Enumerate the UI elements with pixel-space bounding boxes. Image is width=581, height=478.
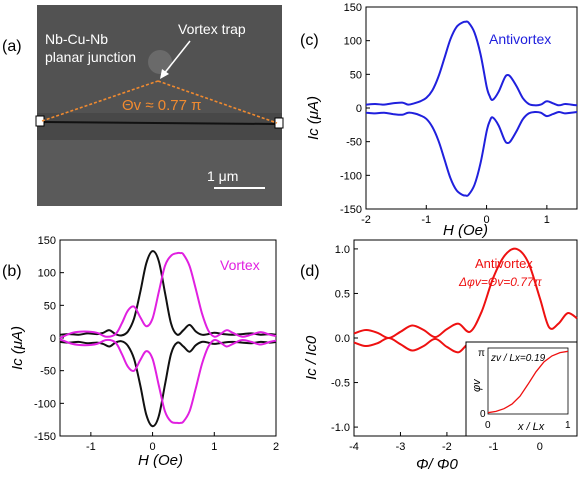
- trap-arrowhead: [160, 69, 169, 79]
- panel-c-label: (c): [300, 32, 319, 49]
- x-tick-label: -1: [488, 441, 498, 453]
- chart-d-xlabel: Φ/ Φ0: [416, 456, 458, 473]
- y-tick-label: 150: [38, 235, 56, 247]
- y-tick-label: 50: [350, 69, 362, 81]
- chart-c-ticks: -2 -1 0 1 -150 -100 -50 0 50 100 150: [340, 2, 550, 226]
- series-line-1: [365, 110, 578, 197]
- chart-d-ticks: -4 -3 -2 -1 0 -1.0 -0.5 0.0 0.5 1.0: [331, 244, 543, 453]
- chart-d-ylabel: Ic / Ic0: [303, 335, 320, 380]
- inset-series-line: [487, 350, 569, 414]
- y-tick-label: 150: [344, 2, 362, 14]
- micrograph-junction-strip: [37, 113, 282, 140]
- y-tick-label: 50: [44, 300, 56, 312]
- inset-frame: [487, 347, 569, 415]
- x-tick-label: 0: [150, 441, 156, 453]
- x-tick-label: -3: [396, 441, 406, 453]
- inset-xlabel: x / Lx: [517, 421, 545, 433]
- chart-b-lines: [59, 250, 277, 428]
- y-tick-label: -150: [34, 431, 56, 443]
- x-tick-label: -2: [361, 214, 371, 226]
- x-tick-label: 1: [211, 441, 217, 453]
- y-tick-label: 1.0: [335, 244, 350, 256]
- chart-b-ticks: -1 0 1 2 -150 -100 -50 0 50 100 150: [34, 235, 279, 453]
- chart-d-annotation2: Δφv=Θv=0.77π: [458, 275, 543, 289]
- chart-b-frame: [59, 239, 277, 437]
- x-tick-label: 2: [273, 441, 279, 453]
- inset-xtick-0: 0: [485, 420, 491, 431]
- panel-a-label: (a): [2, 38, 22, 55]
- trap-label: Vortex trap: [178, 21, 246, 37]
- y-tick-label: -100: [34, 398, 56, 410]
- inset-xtick-1: 1: [565, 420, 571, 431]
- y-tick-label: -50: [346, 137, 362, 149]
- y-tick-label: -150: [340, 204, 362, 216]
- series-line-1: [59, 340, 277, 428]
- x-tick-label: -1: [421, 214, 431, 226]
- series-line-3: [59, 338, 277, 425]
- series-line-0: [353, 247, 578, 339]
- chart-b-ylabel: Ic (μA): [9, 326, 26, 370]
- y-tick-label: 0: [356, 103, 362, 115]
- x-tick-label: 0: [537, 441, 543, 453]
- vortex-trap-hole: [148, 50, 172, 74]
- chart-b-xlabel: H (Oe): [138, 452, 183, 469]
- sample-label-line2: planar junction: [45, 49, 136, 65]
- y-tick-label: -50: [40, 366, 56, 378]
- phase-label: Θv ≈ 0.77 π: [122, 97, 201, 114]
- chart-b-annotation: Vortex: [220, 257, 260, 273]
- scale-label: 1 μm: [207, 168, 238, 184]
- inset-ybottom: 0: [480, 409, 486, 420]
- y-tick-label: 0: [50, 333, 56, 345]
- chart-d-annotation: Antivortex: [475, 256, 533, 271]
- junction-line: [42, 121, 277, 125]
- chart-d: -4 -3 -2 -1 0 -1.0 -0.5 0.0 0.5 1.0 Antivortex Δφ…: [303, 239, 578, 473]
- chart-c-annotation: Antivortex: [489, 31, 551, 47]
- x-tick-label: -4: [349, 441, 359, 453]
- chart-c-ylabel: Ic (μA): [305, 96, 322, 140]
- series-line-2: [59, 251, 277, 339]
- series-line-0: [365, 20, 578, 107]
- phase-line-left: [41, 80, 159, 122]
- y-tick-label: -0.5: [331, 378, 350, 390]
- y-tick-label: -100: [340, 170, 362, 182]
- x-tick-label: 0: [484, 214, 490, 226]
- contact-right: [274, 117, 284, 129]
- panel-a: (a) Nb-Cu-Nb planar junction Vortex trap…: [2, 5, 284, 206]
- x-tick-label: 1: [544, 214, 550, 226]
- x-tick-label: -2: [442, 441, 452, 453]
- chart-c: -2 -1 0 1 -150 -100 -50 0 50 100 150 Antivortex H …: [305, 2, 578, 239]
- inset-lines: [487, 350, 569, 414]
- x-tick-label: -1: [86, 441, 96, 453]
- sample-label-line1: Nb-Cu-Nb: [45, 31, 108, 47]
- series-line-0: [59, 250, 277, 337]
- y-tick-label: -1.0: [331, 422, 350, 434]
- chart-c-lines: [365, 20, 578, 197]
- chart-c-frame: [365, 6, 578, 210]
- y-tick-label: 0.0: [335, 333, 350, 345]
- phase-line-right: [157, 80, 278, 124]
- inset-ylabel: φv: [471, 378, 483, 392]
- y-tick-label: 0.5: [335, 288, 350, 300]
- panel-b-label: (b): [2, 263, 22, 280]
- y-tick-label: 100: [38, 268, 56, 280]
- inset-ytop: π: [478, 348, 485, 359]
- y-tick-label: 100: [344, 36, 362, 48]
- panel-d-label: (d): [300, 263, 320, 280]
- chart-d-inset: zv / Lx=0.19 π 0 0 1 x / Lx φv: [465, 341, 578, 437]
- trap-arrow: [162, 40, 191, 76]
- inset-label: zv / Lx=0.19: [490, 353, 546, 364]
- chart-c-xlabel: H (Oe): [443, 222, 488, 239]
